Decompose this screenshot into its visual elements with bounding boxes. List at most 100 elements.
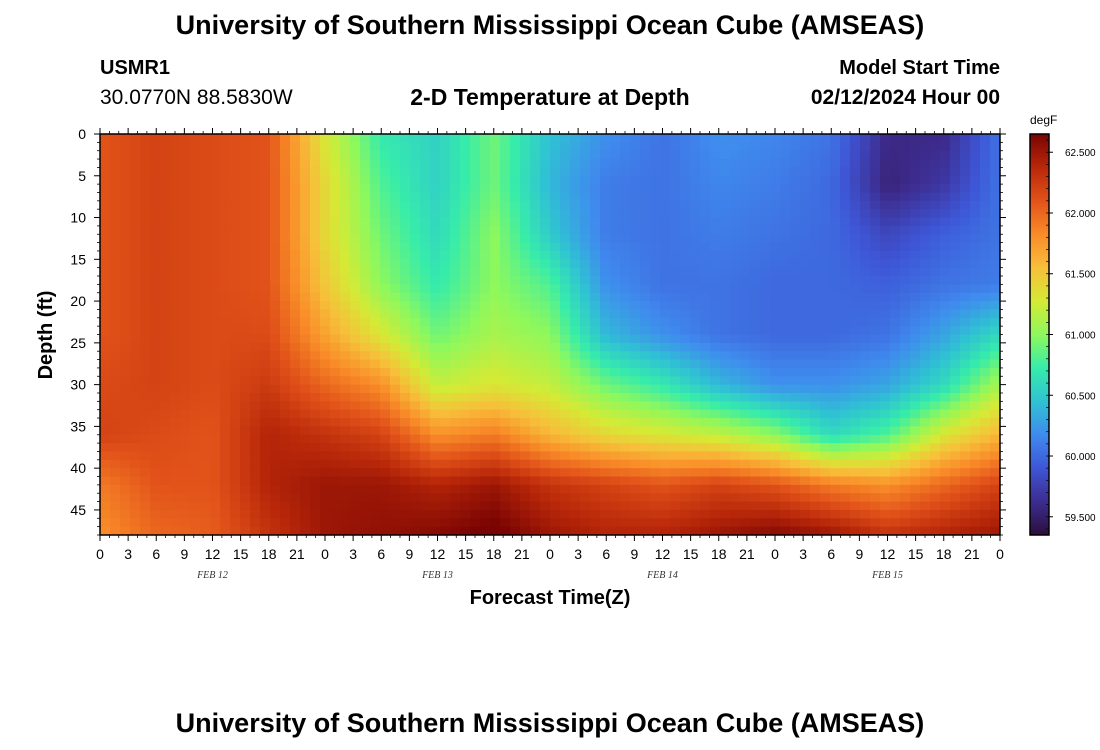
heatmap-cell (710, 342, 721, 352)
heatmap-cell (640, 459, 651, 469)
heatmap-cell (840, 434, 851, 444)
heatmap-cell (110, 242, 121, 252)
heatmap-cell (520, 509, 531, 519)
heatmap-cell (890, 309, 901, 319)
heatmap-cell (130, 476, 141, 486)
heatmap-cell (930, 217, 941, 227)
heatmap-cell (950, 267, 961, 277)
heatmap-cell (380, 501, 391, 511)
heatmap-cell (580, 334, 591, 344)
heatmap-cell (570, 443, 581, 453)
heatmap-cell (640, 359, 651, 369)
heatmap-cell (360, 526, 371, 535)
heatmap-cell (500, 217, 511, 227)
heatmap-cell (100, 376, 111, 386)
heatmap-cell (310, 426, 321, 436)
heatmap-cell (710, 376, 721, 386)
heatmap-cell (200, 267, 211, 277)
heatmap-cell (790, 200, 801, 210)
heatmap-cell (810, 175, 821, 185)
heatmap-cell (620, 225, 631, 235)
heatmap-cell (160, 259, 171, 269)
heatmap-cell (330, 301, 341, 311)
heatmap-cell (250, 326, 261, 336)
heatmap-cell (670, 267, 681, 277)
heatmap-cell (930, 292, 941, 302)
heatmap-cell (560, 175, 571, 185)
heatmap-cell (300, 317, 311, 327)
heatmap-cell (920, 301, 931, 311)
heatmap-cell (760, 250, 771, 260)
heatmap-cell (680, 326, 691, 336)
heatmap-cell (350, 267, 361, 277)
heatmap-cell (150, 509, 161, 519)
heatmap-cell (170, 267, 181, 277)
heatmap-cell (140, 326, 151, 336)
heatmap-cell (730, 159, 741, 169)
heatmap-cell (350, 459, 361, 469)
heatmap-cell (140, 351, 151, 361)
heatmap-cell (590, 142, 601, 152)
heatmap-cell (230, 184, 241, 194)
heatmap-cell (780, 276, 791, 285)
heatmap-cell (850, 234, 861, 244)
heatmap-cell (240, 284, 251, 294)
heatmap-cell (260, 242, 271, 252)
heatmap-cell (700, 309, 711, 319)
heatmap-cell (460, 192, 471, 202)
heatmap-cell (280, 217, 291, 227)
heatmap-cell (510, 334, 521, 344)
heatmap-cell (530, 376, 541, 386)
heatmap-cell (540, 526, 551, 535)
heatmap-cell (630, 276, 641, 285)
heatmap-cell (370, 326, 381, 336)
heatmap-cell (950, 484, 961, 494)
heatmap-cell (120, 175, 131, 185)
heatmap-cell (410, 267, 421, 277)
heatmap-cell (110, 209, 121, 219)
heatmap-cell (430, 493, 441, 503)
heatmap-cell (650, 451, 661, 461)
heatmap-cell (340, 292, 351, 302)
heatmap-cell (440, 359, 451, 369)
heatmap-cell (240, 276, 251, 285)
heatmap-cell (820, 267, 831, 277)
heatmap-cell (580, 259, 591, 269)
heatmap-cell (850, 351, 861, 361)
heatmap-cell (860, 209, 871, 219)
heatmap-cell (280, 418, 291, 427)
heatmap-cell (920, 276, 931, 285)
heatmap-cell (280, 159, 291, 169)
heatmap-cell (990, 459, 1000, 469)
heatmap-cell (530, 367, 541, 377)
heatmap-cell (140, 150, 151, 160)
heatmap-cell (680, 459, 691, 469)
heatmap-cell (600, 234, 611, 244)
heatmap-cell (700, 509, 711, 519)
heatmap-cell (730, 509, 741, 519)
heatmap-cell (940, 493, 951, 503)
heatmap-cell (140, 451, 151, 461)
heatmap-cell (210, 484, 221, 494)
heatmap-cell (810, 217, 821, 227)
heatmap-cell (910, 342, 921, 352)
heatmap-cell (300, 159, 311, 169)
heatmap-cell (920, 376, 931, 386)
heatmap-cell (670, 484, 681, 494)
heatmap-cell (580, 376, 591, 386)
heatmap-cell (240, 401, 251, 411)
heatmap-cell (370, 334, 381, 344)
heatmap-cell (150, 284, 161, 294)
heatmap-cell (660, 526, 671, 535)
heatmap-cell (600, 459, 611, 469)
heatmap-cell (780, 409, 791, 419)
heatmap-cell (410, 443, 421, 453)
heatmap-cell (700, 518, 711, 528)
heatmap-cell (570, 317, 581, 327)
heatmap-cell (640, 200, 651, 210)
heatmap-cell (200, 392, 211, 402)
heatmap-cell (720, 142, 731, 152)
heatmap-cell (290, 334, 301, 344)
heatmap-cell (990, 142, 1000, 152)
